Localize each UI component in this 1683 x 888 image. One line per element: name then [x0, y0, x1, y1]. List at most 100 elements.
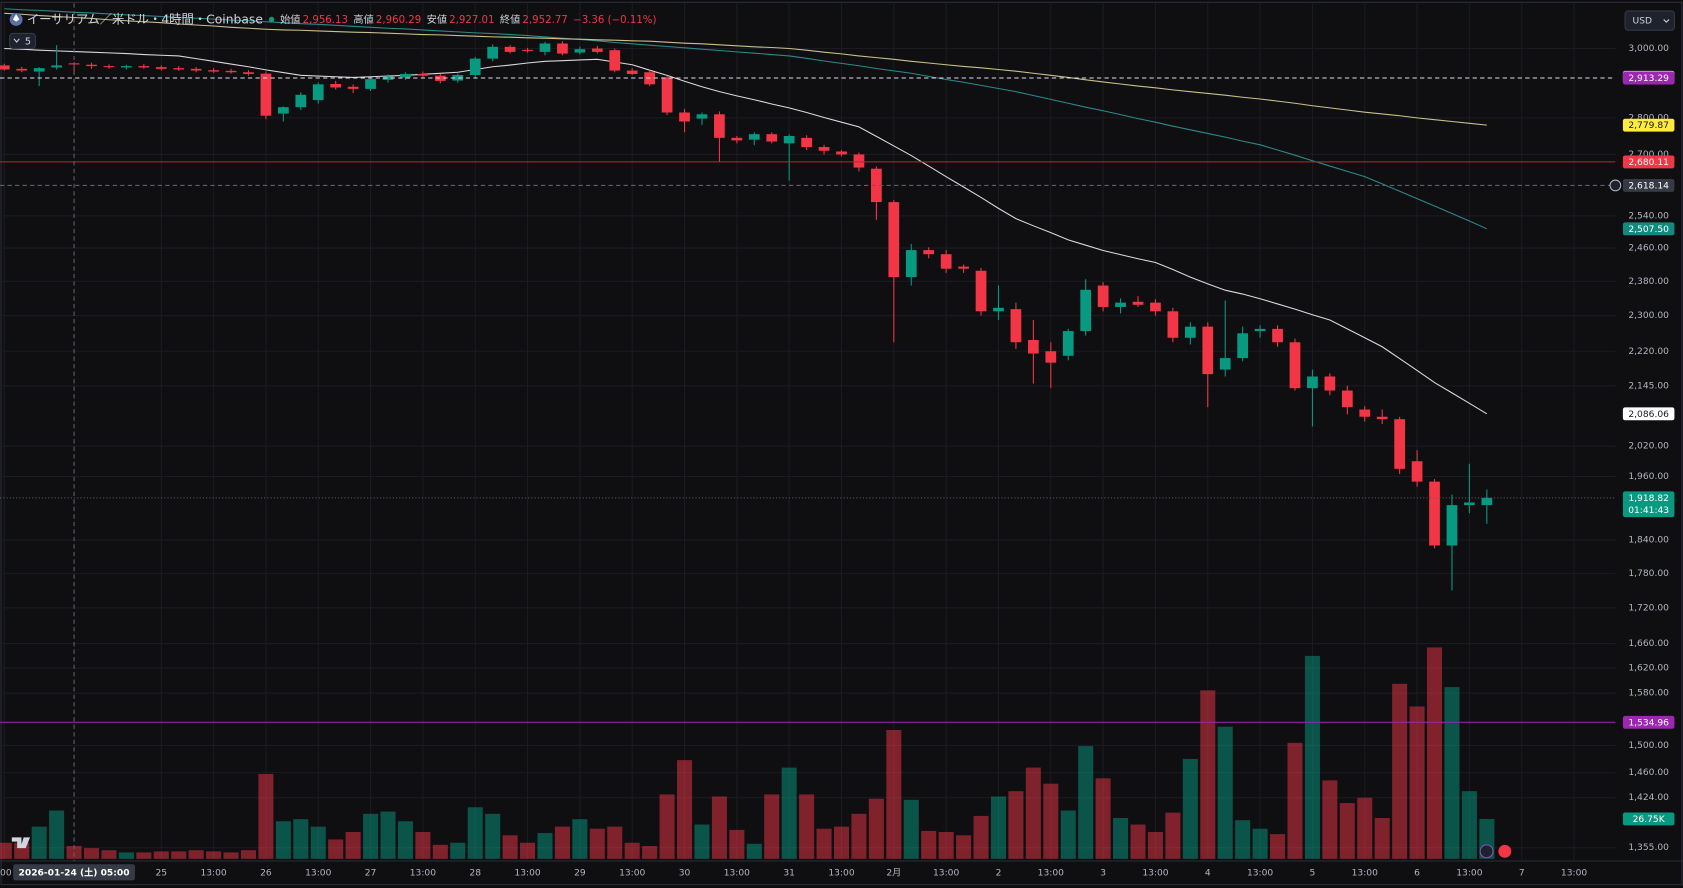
price-label: 1,918.82	[1628, 494, 1669, 504]
event-icon[interactable]	[1479, 844, 1494, 859]
candle-body	[103, 66, 115, 68]
symbol-glyph	[12, 14, 20, 22]
chevron	[1663, 19, 1670, 23]
x-tick-label: 7	[1519, 868, 1525, 878]
volume-bar	[711, 796, 727, 859]
currency-dropdown[interactable]	[1624, 10, 1675, 31]
volume-bar	[258, 773, 274, 859]
candle-body	[1394, 419, 1406, 469]
volume-bar	[49, 810, 65, 859]
volume-bar	[450, 842, 466, 859]
volume-bar	[1409, 706, 1425, 859]
volume-bar	[607, 826, 623, 859]
x-tick-label: 28	[469, 868, 481, 878]
volume-bar	[1392, 683, 1408, 859]
candle-body	[1132, 301, 1144, 305]
volume-bar	[345, 832, 361, 859]
candle-body	[382, 76, 394, 80]
y-tick-label: 1,960.00	[1628, 472, 1669, 482]
x-tick-label: 29	[574, 868, 586, 878]
candle-body	[330, 83, 342, 88]
volume-bar	[171, 851, 187, 859]
plot-layer	[0, 8, 1495, 859]
candle-body	[1429, 481, 1440, 546]
candle-body	[1045, 351, 1057, 363]
interval-button[interactable]	[9, 32, 36, 50]
x-tick-label: 13:00	[1456, 868, 1482, 878]
y-tick-label: 1,460.00	[1628, 768, 1669, 778]
legend-label: 安値	[427, 13, 447, 26]
candle-body	[243, 72, 254, 74]
volume-bar	[1182, 758, 1198, 859]
candle-body	[1097, 285, 1109, 307]
volume-bar	[328, 839, 344, 859]
y-tick-label: 1,720.00	[1628, 603, 1669, 613]
x-tick-label: 30	[679, 868, 691, 878]
volume-bar	[537, 833, 553, 859]
volume-bar	[1217, 726, 1233, 859]
flag-icon[interactable]	[1498, 844, 1512, 858]
x-tick-label: 13:00	[619, 868, 645, 878]
volume-bar	[572, 819, 588, 859]
y-tick-label: 1,500.00	[1628, 741, 1669, 751]
legend-change: −3.36 (−0.11%)	[573, 15, 656, 26]
x-tick-label: 25	[155, 868, 167, 878]
y-tick-label: 1,660.00	[1628, 639, 1669, 649]
candle-body	[1202, 326, 1214, 375]
candle-body	[400, 73, 411, 78]
candle-body	[661, 77, 673, 113]
volume-bar	[380, 811, 396, 859]
candle-body	[1184, 326, 1196, 338]
price-label: 2,680.11	[1628, 158, 1669, 168]
price-label-box	[1622, 155, 1675, 169]
candle-body	[434, 75, 446, 81]
volume-bar	[816, 828, 832, 859]
candle-body	[748, 134, 760, 140]
candle-body	[452, 75, 464, 81]
candle-body	[1481, 497, 1493, 506]
volume-bar	[1461, 791, 1477, 859]
volume-bar	[1252, 828, 1268, 859]
candle-body	[853, 154, 865, 168]
candle-body	[1307, 376, 1318, 389]
moving-average-line	[4, 12, 1487, 126]
candle-body	[1062, 331, 1074, 356]
volume-bar	[1147, 832, 1163, 859]
y-tick-label: 1,580.00	[1628, 689, 1669, 699]
x-tick-label: 13:00	[305, 868, 331, 878]
candle-body	[1027, 339, 1039, 354]
volume-bar	[1095, 778, 1111, 859]
candle-body	[1115, 302, 1126, 307]
volume-bar	[589, 828, 605, 859]
currency: USD	[1633, 17, 1652, 27]
volume-bar	[1427, 647, 1443, 859]
x-tick-label: 13:00	[933, 868, 959, 878]
candle-body	[731, 137, 743, 141]
volume-bar	[223, 852, 239, 859]
x-tick-label: 13:00	[514, 868, 540, 878]
volume-bar	[118, 852, 134, 859]
volume-bar	[1270, 834, 1286, 859]
candle-body	[1237, 333, 1249, 359]
legend-label: 始値	[280, 13, 300, 26]
volume-bar	[694, 824, 710, 859]
price-label-box	[1622, 715, 1675, 729]
volume-bar	[746, 843, 762, 859]
x-tick-label: 13:00	[200, 868, 226, 878]
legend-value: 2,956.13	[303, 15, 348, 26]
crosshair-price-box	[1622, 178, 1675, 192]
volume-bar	[1130, 824, 1146, 859]
candle-body	[905, 250, 917, 278]
crosshair-time: 2026-01-24 (土) 05:00	[19, 866, 130, 878]
candle-body	[312, 84, 324, 101]
candle-body	[696, 114, 708, 119]
volume-bar	[1235, 820, 1251, 859]
candle-body	[208, 70, 219, 72]
candle-body	[1167, 311, 1179, 338]
x-tick-label: 2	[996, 868, 1002, 878]
volume-bar	[799, 794, 815, 859]
chart-title: イーサリアム／米ドル・4時間・Coinbase	[27, 13, 263, 27]
volume-bar	[136, 852, 152, 859]
moving-average-line	[4, 8, 1488, 230]
price-label: 2,779.87	[1628, 121, 1669, 131]
